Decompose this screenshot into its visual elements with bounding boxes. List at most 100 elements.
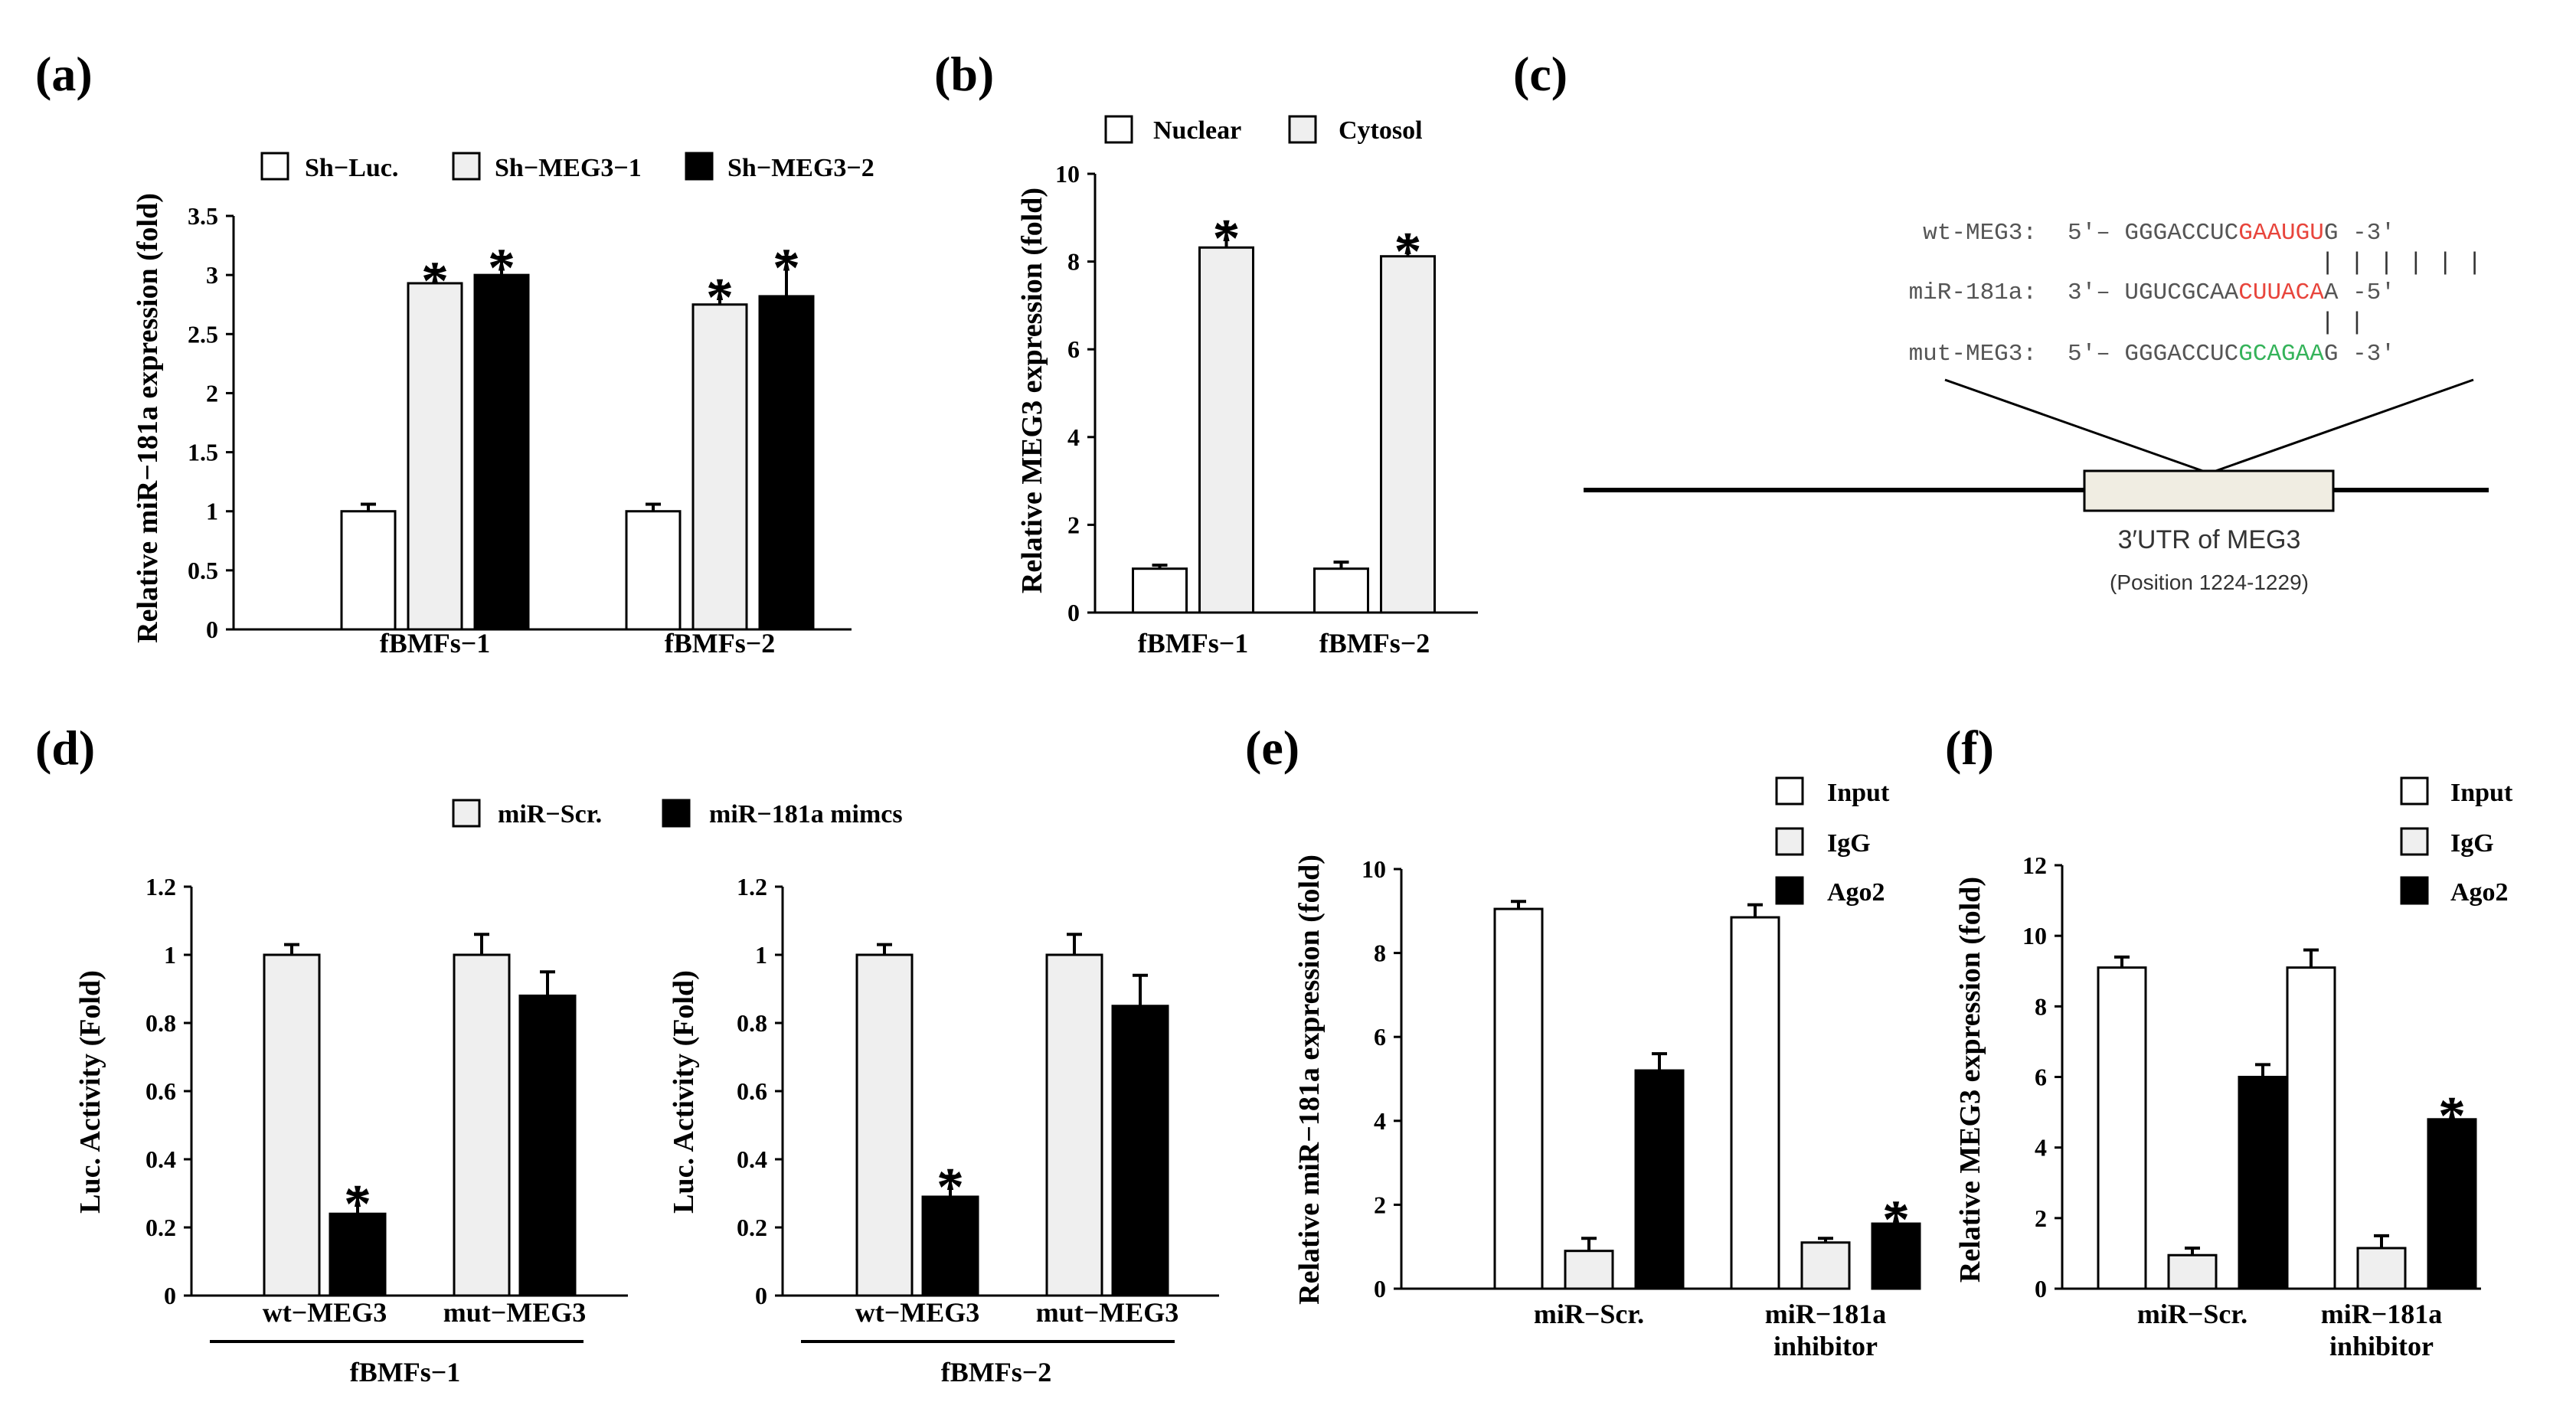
- panel-d: (d) miR−Scr. miR−181a mimcs Luc. Activit…: [35, 721, 1219, 1387]
- utr-label: 3′UTR of MEG3: [2118, 525, 2301, 554]
- legend-label-mir-scr: miR−Scr.: [498, 800, 602, 828]
- panel-d-legend: miR−Scr. miR−181a mimcs: [452, 799, 903, 828]
- panel-b-label: (b): [934, 47, 994, 101]
- panel-b-ylabel: Relative MEG3 expression (fold): [1016, 188, 1048, 593]
- bar: [691, 303, 748, 631]
- legend-label-igg-f: IgG: [2450, 829, 2494, 858]
- bar: [921, 1195, 979, 1297]
- legend-swatch-input-e: [1775, 776, 1804, 806]
- legend-swatch-input-f: [2400, 776, 2429, 806]
- bar: [1634, 1069, 1685, 1290]
- legend-label-sh-meg3-2: Sh−MEG3−2: [727, 154, 874, 182]
- y-tick-label: 2.5: [188, 320, 218, 348]
- bar: [1730, 916, 1780, 1290]
- bar: [407, 282, 463, 631]
- group-label: fBMFs−1: [350, 1357, 461, 1387]
- x-category-label: mut−MEG3: [1036, 1297, 1179, 1328]
- bar: [1132, 567, 1188, 614]
- y-tick-label: 2: [1067, 511, 1080, 538]
- y-tick-label: 10: [1055, 160, 1080, 188]
- bar: [1045, 953, 1103, 1297]
- y-tick-label: 0: [206, 616, 218, 643]
- panel-e-label: (e): [1245, 721, 1299, 775]
- legend-swatch-ago2-e: [1775, 876, 1804, 905]
- legend-swatch-sh-meg3-1: [452, 152, 481, 181]
- zoom-line-right: [2208, 378, 2474, 475]
- y-tick-label: 1: [755, 941, 767, 969]
- panel-f-label: (f): [1945, 721, 1994, 775]
- x-category-label: miR−Scr.: [1534, 1299, 1644, 1329]
- panel-d2-axes: 0 0.2 0.4 0.6 0.8 1 1.2 * wt−MEG3 mut−MEG3 fBMFs−2: [737, 873, 1219, 1387]
- panel-f: (f) Input IgG Ago2 Relative MEG3 express…: [1945, 721, 2513, 1361]
- significance-marker: *: [421, 250, 449, 312]
- bar: [518, 994, 577, 1297]
- y-tick-label: 1.5: [188, 439, 218, 466]
- y-tick-label: 1.2: [145, 873, 176, 900]
- significance-marker: *: [2438, 1085, 2466, 1146]
- x-category-label: wt−MEG3: [263, 1297, 387, 1328]
- y-tick-label: 2: [206, 379, 218, 407]
- legend-swatch-igg-e: [1775, 827, 1804, 856]
- y-tick-label: 4: [2035, 1134, 2047, 1162]
- bar: [263, 953, 321, 1297]
- panel-e: (e) Input IgG Ago2 Relative miR−181a exp…: [1245, 721, 1921, 1361]
- y-tick-label: 0.8: [145, 1009, 176, 1037]
- x-category-label: miR−Scr.: [2137, 1299, 2247, 1329]
- x-category-label: inhibitor: [1773, 1331, 1878, 1361]
- y-tick-label: 2: [1374, 1191, 1386, 1218]
- significance-marker: *: [344, 1174, 371, 1235]
- y-tick-label: 4: [1374, 1107, 1386, 1135]
- seq-label-mut: mut-MEG3:: [1909, 341, 2037, 368]
- bar: [1313, 567, 1369, 614]
- significance-marker: *: [1213, 208, 1241, 269]
- x-category-label: fBMFs−1: [1138, 628, 1249, 659]
- bar: [473, 273, 530, 631]
- panel-b: (b) Nuclear Cytosol Relative MEG3 expres…: [934, 47, 1478, 659]
- legend-label-mir181a-mimics: miR−181a mimcs: [709, 800, 903, 828]
- y-tick-label: 0: [1374, 1275, 1386, 1302]
- seq-label-mir181a: miR-181a:: [1909, 279, 2037, 306]
- y-tick-label: 12: [2022, 851, 2047, 879]
- legend-swatch-mir181a-mimics: [662, 799, 691, 828]
- bar: [2167, 1253, 2218, 1290]
- legend-label-ago2-f: Ago2: [2450, 878, 2509, 907]
- significance-marker: *: [1394, 221, 1422, 283]
- bar: [2097, 966, 2147, 1290]
- y-tick-label: 0.4: [145, 1145, 176, 1173]
- seq-wt-meg3: 5′– GGGACCUCGAAUGUG -3′: [2068, 220, 2395, 247]
- x-category-label: fBMFs−2: [1319, 628, 1430, 659]
- y-tick-label: 0.2: [145, 1214, 176, 1241]
- y-tick-label: 10: [2022, 922, 2047, 949]
- x-category-label: mut−MEG3: [443, 1297, 587, 1328]
- legend-label-cytosol: Cytosol: [1339, 116, 1423, 145]
- y-tick-label: 8: [1067, 248, 1080, 276]
- bar: [855, 953, 914, 1297]
- bar: [625, 510, 682, 631]
- legend-swatch-ago2-f: [2400, 876, 2429, 905]
- seq-mir181a: 3′– UGUCGCAACUUACAA -5′: [2068, 279, 2395, 306]
- legend-swatch-sh-luc: [260, 152, 289, 181]
- bar: [1564, 1250, 1614, 1290]
- y-tick-label: 3.5: [188, 202, 218, 230]
- panel-a-legend: Sh−Luc. Sh−MEG3−1 Sh−MEG3−2: [260, 152, 874, 182]
- panel-d1-axes: 0 0.2 0.4 0.6 0.8 1 1.2 * wt−MEG3 mut−MEG3 fBMFs−1: [145, 873, 628, 1387]
- y-tick-label: 2: [2035, 1204, 2047, 1232]
- x-category-label: fBMFs−1: [380, 628, 491, 659]
- legend-swatch-mir-scr: [452, 799, 481, 828]
- mut-pairing-marks: | |: [2320, 309, 2365, 337]
- utr-box: [2083, 469, 2335, 512]
- y-tick-label: 3: [206, 261, 218, 289]
- legend-swatch-nuclear: [1104, 115, 1133, 144]
- panel-a-axes: 0 0.5 1 1.5 2 2.5 3 3.5 * * fBMFs−1 * * fBMFs−2: [188, 202, 852, 659]
- y-tick-label: 0: [2035, 1275, 2047, 1302]
- y-tick-label: 0.6: [737, 1077, 767, 1105]
- legend-label-sh-luc: Sh−Luc.: [305, 154, 398, 182]
- bar: [1493, 907, 1544, 1290]
- bar: [340, 510, 397, 631]
- panel-d1-ylabel: Luc. Activity (Fold): [74, 970, 106, 1214]
- legend-label-sh-meg3-1: Sh−MEG3−1: [495, 154, 642, 182]
- bar: [1871, 1222, 1921, 1290]
- panel-f-legend: Input IgG Ago2: [2400, 776, 2513, 907]
- panel-a: (a) Sh−Luc. Sh−MEG3−1 Sh−MEG3−2 Relative…: [35, 47, 874, 659]
